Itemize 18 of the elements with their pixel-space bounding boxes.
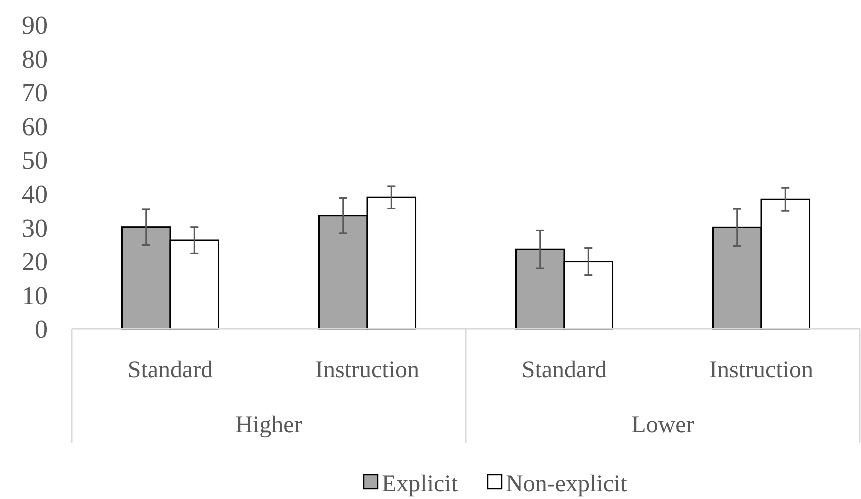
y-tick-label: 20 (22, 248, 48, 277)
y-tick-label: 0 (35, 315, 48, 344)
legend-label: Explicit (382, 471, 458, 498)
y-tick-label: 60 (22, 112, 48, 142)
y-tick-label: 50 (22, 146, 48, 176)
text: Higher (236, 412, 302, 438)
legend-label: Non-explicit (506, 471, 628, 498)
text: Lower (632, 412, 694, 438)
y-tick-label: 10 (22, 281, 48, 310)
x-tick-label: Instruction (316, 357, 420, 384)
y-tick-label: 70 (22, 78, 48, 108)
x-tick-label: Instruction (710, 357, 814, 384)
y-tick-label: 30 (22, 214, 48, 243)
x-tick-label: Standard (128, 357, 214, 384)
y-tick-label: 90 (22, 11, 48, 40)
y-tick-label: 40 (22, 180, 48, 209)
y-tick-label: 80 (22, 44, 48, 74)
x-tick-label: Standard (522, 357, 608, 384)
